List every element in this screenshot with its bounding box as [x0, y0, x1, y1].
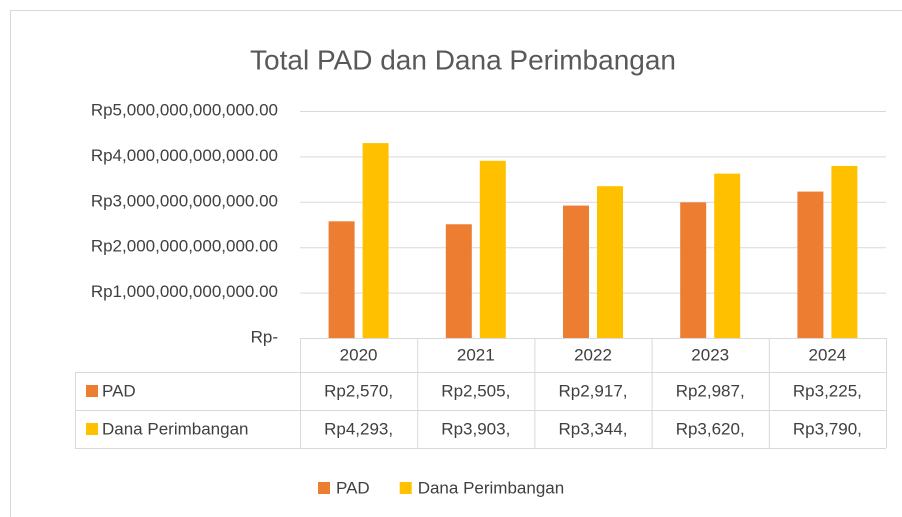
x-tick-label: 2023: [691, 345, 729, 364]
y-tick-label: Rp2,000,000,000,000.00: [91, 237, 278, 256]
table-legend-key: [86, 423, 98, 435]
x-tick-label: 2024: [808, 345, 846, 364]
table-value: Rp3,344,: [559, 419, 628, 438]
table-series-name: PAD: [102, 381, 136, 400]
bar: [563, 205, 589, 338]
y-tick-label: Rp4,000,000,000,000.00: [91, 146, 278, 165]
table-value: Rp4,293,: [324, 419, 393, 438]
legend-key: [318, 482, 330, 494]
bar: [362, 143, 389, 338]
y-tick-label: Rp3,000,000,000,000.00: [91, 191, 278, 210]
bar: [714, 173, 741, 338]
table-value: Rp3,620,: [676, 419, 745, 438]
table-value: Rp2,917,: [559, 381, 628, 400]
bar: [328, 221, 355, 338]
table-value: Rp2,987,: [676, 381, 745, 400]
x-tick-label: 2022: [574, 345, 612, 364]
y-tick-label: Rp-: [251, 327, 278, 346]
legend-key: [399, 482, 412, 494]
bar: [597, 186, 623, 338]
y-tick-label: Rp5,000,000,000,000.00: [91, 100, 278, 119]
bar: [445, 224, 472, 338]
table-value: Rp3,903,: [441, 419, 510, 438]
table-legend-key: [86, 385, 98, 397]
y-tick-label: Rp1,000,000,000,000.00: [91, 282, 278, 301]
table-value: Rp2,505,: [441, 381, 510, 400]
table-value: Rp2,570,: [324, 381, 393, 400]
bar: [479, 160, 506, 338]
table-series-name: Dana Perimbangan: [102, 419, 248, 438]
x-tick-label: 2021: [457, 345, 495, 364]
bar: [797, 191, 824, 338]
legend-label: Dana Perimbangan: [418, 478, 564, 497]
bar: [831, 165, 858, 338]
x-tick-label: 2020: [340, 345, 378, 364]
table-value: Rp3,225,: [793, 381, 862, 400]
table-value: Rp3,790,: [793, 419, 862, 438]
chart-title: Total PAD dan Dana Perimbangan: [250, 44, 676, 75]
bar: [680, 202, 707, 338]
legend-label: PAD: [336, 478, 370, 497]
